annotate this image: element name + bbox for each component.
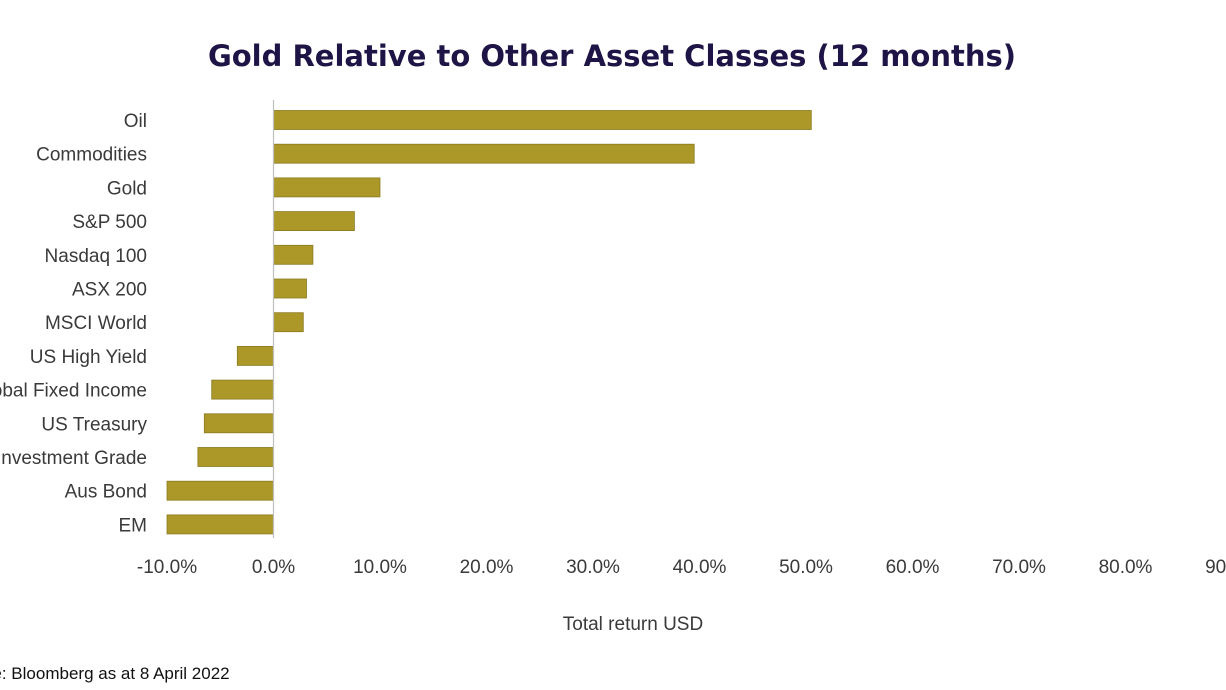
bars-layer bbox=[166, 110, 812, 535]
x-tick-label: 10.0% bbox=[353, 557, 407, 578]
bar bbox=[166, 514, 274, 535]
chart-title: Gold Relative to Other Asset Classes (12… bbox=[208, 39, 1016, 73]
bar bbox=[273, 143, 695, 164]
category-label: US High Yield bbox=[30, 347, 147, 368]
x-tick-label: 80.0% bbox=[1099, 557, 1153, 578]
bar bbox=[273, 278, 307, 299]
category-label: Gold bbox=[107, 178, 147, 199]
x-tick-label: 50.0% bbox=[779, 557, 833, 578]
category-label: S&P 500 bbox=[72, 212, 147, 233]
x-axis-tick-labels: -10.0% 0.0% 10.0% 20.0% 30.0% 40.0% 50.0% 60.0%… bbox=[137, 557, 1226, 578]
category-label: Commodities bbox=[36, 145, 147, 166]
bar bbox=[273, 244, 314, 265]
category-label: Nasdaq 100 bbox=[45, 246, 147, 267]
category-label: Aus Bond bbox=[65, 482, 147, 503]
source-note: Source: Bloomberg as at 8 April 2022 bbox=[0, 664, 230, 683]
bar bbox=[166, 480, 274, 501]
category-label: US Treasury bbox=[41, 414, 147, 435]
category-label: EM bbox=[119, 515, 148, 536]
category-label: Global Fixed Income bbox=[0, 381, 147, 402]
x-tick-label: 40.0% bbox=[673, 557, 727, 578]
bar bbox=[273, 211, 355, 232]
bar bbox=[203, 413, 274, 434]
bar bbox=[211, 379, 274, 400]
category-labels: Oil Commodities Gold S&P 500 Nasdaq 100 ASX 2… bbox=[0, 111, 147, 536]
x-tick-label: 90.0% bbox=[1205, 557, 1226, 578]
x-axis-label: Total return USD bbox=[563, 614, 703, 635]
bar bbox=[236, 345, 274, 366]
category-label: Oil bbox=[124, 111, 147, 132]
x-tick-label: 60.0% bbox=[886, 557, 940, 578]
x-tick-label: -10.0% bbox=[137, 557, 197, 578]
x-tick-label: 70.0% bbox=[992, 557, 1046, 578]
category-label: ASX 200 bbox=[72, 280, 147, 301]
bar bbox=[273, 110, 812, 130]
x-tick-label: 20.0% bbox=[460, 557, 514, 578]
category-label: US Investment Grade bbox=[0, 448, 147, 469]
x-tick-label: 0.0% bbox=[252, 557, 295, 578]
bar bbox=[197, 447, 274, 467]
bar bbox=[273, 312, 304, 333]
bar bbox=[273, 177, 381, 198]
category-label: MSCI World bbox=[45, 313, 147, 334]
x-tick-label: 30.0% bbox=[566, 557, 620, 578]
